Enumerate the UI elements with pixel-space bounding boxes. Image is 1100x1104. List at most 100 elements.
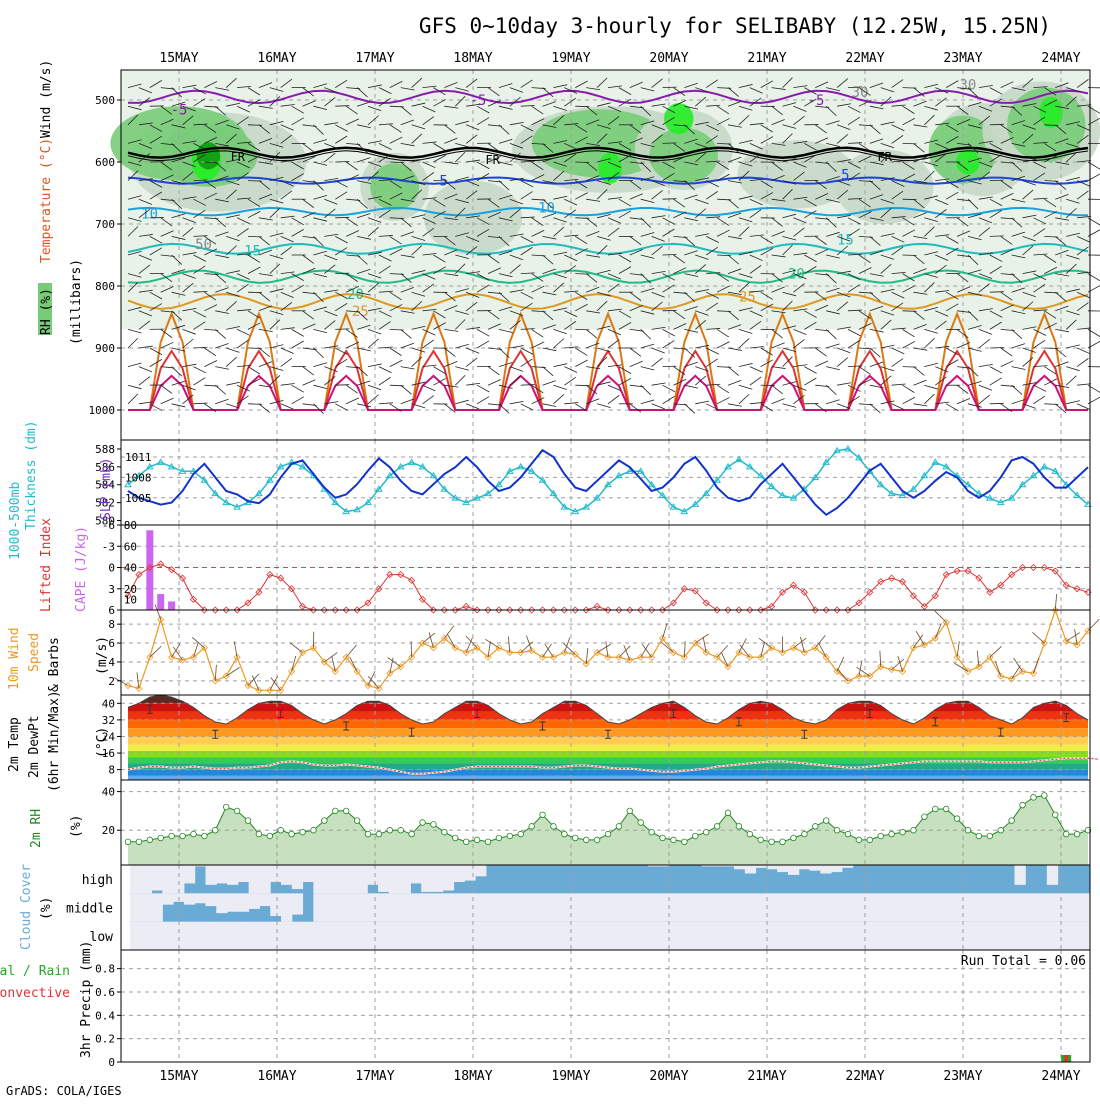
wind-barb: [444, 361, 457, 366]
wind-barb: [292, 385, 304, 392]
cloud-cell-clear: [357, 893, 368, 921]
wind-barb: [215, 343, 228, 348]
temp-ylabel-3: (6hr Min/Max): [47, 690, 62, 792]
wind-barb: [979, 385, 992, 390]
rh2m-point: [998, 827, 1004, 833]
cloud-cell-clear: [497, 893, 508, 921]
cloud-cell-clear: [605, 922, 616, 950]
rh2m-point: [147, 837, 153, 843]
cloud-cell-clear: [1036, 922, 1047, 950]
x-date-bottom: 19MAY: [551, 1069, 590, 1084]
wind-barb: [706, 384, 720, 385]
cape-tick: 40: [124, 562, 137, 575]
temperature-band: [121, 745, 1090, 751]
rh-blob: [738, 140, 856, 208]
wind-barb: [248, 367, 260, 374]
x-date-top: 23MAY: [943, 51, 982, 66]
wind-barb: [652, 358, 663, 367]
wind-ylabel-3: & Barbs: [47, 637, 62, 692]
cloud-cell-clear: [950, 922, 961, 950]
rh2m-point: [289, 831, 295, 837]
rh2m-point: [616, 824, 622, 830]
cloud-cell-clear: [1004, 893, 1015, 921]
cloud-cell-clear: [313, 922, 324, 950]
rh2m-point: [594, 837, 600, 843]
cloud-cell-clear: [378, 865, 389, 892]
cloud-cell-clear: [270, 922, 281, 950]
wind-barb: [1077, 358, 1088, 366]
wind-barb: [553, 394, 563, 403]
wind-barb: [772, 399, 785, 404]
contour-label: FR: [231, 150, 246, 164]
wind-barb: [684, 404, 694, 413]
wind-barb: [641, 329, 651, 339]
wind-barb: [455, 375, 465, 385]
wind-barb: [401, 367, 415, 369]
temp-ylabel-2: 2m DewPt: [27, 715, 42, 778]
pressure-tick: 700: [95, 218, 115, 231]
wind-barb: [652, 348, 665, 353]
cloud-cell-clear: [928, 922, 939, 950]
wind-barb: [652, 383, 666, 385]
cloud-cell-clear: [907, 893, 918, 921]
cloud-cell-clear: [680, 922, 691, 950]
x-date-top: 18MAY: [453, 51, 492, 66]
rh2m-point: [627, 808, 633, 814]
wind-barb: [913, 348, 927, 350]
cloud-cell-clear: [281, 922, 292, 950]
x-date-bottom: 18MAY: [453, 1069, 492, 1084]
cloud-cell-clear: [346, 865, 357, 893]
temperature-band: [121, 776, 1090, 780]
wind-barb: [281, 358, 292, 366]
rh2m-point: [125, 839, 131, 845]
wind-barb: [913, 404, 927, 406]
cloud-cell-clear: [421, 922, 432, 950]
wind-tick: 2: [108, 675, 115, 688]
cloud-cell-clear: [820, 922, 831, 950]
wind-barb: [368, 339, 379, 348]
wind-barb: [815, 348, 826, 356]
cloud-cell-clear: [281, 893, 292, 921]
rh2m-point: [714, 824, 720, 830]
cloud-cell-clear: [518, 922, 529, 950]
contour-label: 5: [841, 167, 849, 183]
rh2m-point: [802, 831, 808, 837]
cloud-cell-clear: [896, 893, 907, 921]
cloud-cell-clear: [551, 893, 562, 921]
thickness-ylabel: 1000-500mb: [8, 482, 23, 560]
rh2m-point: [158, 835, 164, 841]
x-date-bottom: 20MAY: [649, 1069, 688, 1084]
cloud-cell-clear: [335, 893, 346, 921]
cloud-cell-clear: [324, 922, 335, 950]
cloud-cell-clear: [292, 893, 303, 914]
wind-barb: [466, 358, 477, 367]
cloud-cell-clear: [820, 865, 831, 874]
cloud-cell-clear: [206, 922, 217, 950]
wind-barb: [892, 348, 905, 354]
wind-barb: [226, 357, 236, 366]
precip-frame: [121, 950, 1090, 1062]
precip-tick: 0.4: [95, 1009, 115, 1022]
cloud-cell-clear: [842, 922, 853, 950]
x-date-top: 16MAY: [257, 51, 296, 66]
cloud-cell-clear: [993, 893, 1004, 921]
cloud-cell-clear: [993, 922, 1004, 950]
wind-barb: [1023, 357, 1034, 366]
cloud-cell-clear: [195, 922, 206, 950]
wind-barb: [706, 359, 718, 367]
cloud-cell-clear: [669, 893, 680, 921]
wind-barb: [335, 404, 347, 411]
wind-barb: [477, 329, 489, 336]
lifted-tick: -3: [102, 540, 115, 553]
surface-wind-barb: [695, 634, 708, 643]
rh2m-point: [703, 829, 709, 835]
cloud-cell-clear: [950, 893, 961, 921]
wind-barb: [717, 385, 729, 393]
cloud-cell-clear: [324, 865, 335, 893]
wind-barb: [783, 404, 797, 408]
rh2m-point: [649, 829, 655, 835]
wind-barb: [892, 384, 906, 385]
cloud-cell-clear: [885, 922, 896, 950]
wind-barb: [826, 400, 839, 404]
wind-barb: [695, 401, 709, 404]
